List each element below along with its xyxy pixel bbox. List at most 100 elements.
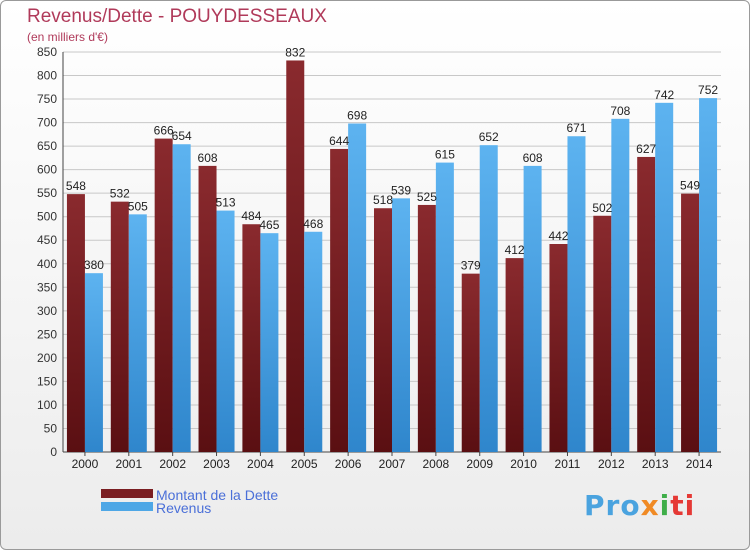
- chart-subtitle: (en milliers d'€): [27, 30, 108, 44]
- x-tick-label: 2009: [466, 457, 493, 471]
- data-label: 518: [373, 193, 393, 207]
- data-label: 548: [66, 179, 86, 193]
- data-label: 502: [592, 201, 612, 215]
- x-tick-label: 2014: [686, 457, 713, 471]
- data-label: 666: [154, 124, 174, 138]
- x-tick-label: 2006: [335, 457, 362, 471]
- legend-swatch-debt: [101, 489, 153, 498]
- data-label: 698: [347, 109, 367, 123]
- y-tick-label: 350: [37, 280, 57, 294]
- data-label: 379: [461, 259, 481, 273]
- x-tick-label: 2005: [291, 457, 318, 471]
- bar-debt: [505, 258, 524, 452]
- bar-debt: [549, 244, 568, 452]
- data-label: 442: [548, 229, 568, 243]
- y-tick-label: 50: [44, 421, 58, 435]
- y-tick-label: 250: [37, 327, 57, 341]
- y-tick-label: 600: [37, 163, 57, 177]
- bar-revenue: [435, 162, 454, 452]
- bar-debt: [374, 208, 392, 452]
- data-label: 627: [636, 142, 656, 156]
- data-label: 708: [610, 104, 630, 118]
- data-label: 671: [566, 121, 586, 135]
- bar-debt: [242, 224, 261, 452]
- data-label: 615: [435, 148, 455, 162]
- data-label: 465: [259, 218, 279, 232]
- x-tick-label: 2004: [247, 457, 274, 471]
- x-tick-label: 2003: [203, 457, 230, 471]
- logo-part-2: x: [640, 489, 660, 522]
- data-label: 652: [479, 130, 499, 144]
- data-label: 832: [285, 45, 305, 59]
- bar-debt: [154, 138, 173, 452]
- data-label: 654: [172, 129, 192, 143]
- data-label: 742: [654, 88, 674, 102]
- y-tick-label: 650: [37, 139, 57, 153]
- x-tick-label: 2001: [115, 457, 142, 471]
- bar-debt: [198, 165, 217, 452]
- bar-debt: [461, 273, 480, 452]
- proxiti-logo: Proxiti: [584, 489, 695, 522]
- y-tick-label: 300: [37, 304, 57, 318]
- y-tick-label: 400: [37, 257, 57, 271]
- bar-revenue: [84, 273, 103, 452]
- x-tick-label: 2008: [423, 457, 450, 471]
- y-tick-label: 450: [37, 233, 57, 247]
- y-tick-label: 700: [37, 116, 57, 130]
- bar-debt: [66, 194, 85, 452]
- data-label: 608: [198, 151, 218, 165]
- x-tick-label: 2013: [642, 457, 669, 471]
- y-tick-label: 150: [37, 374, 57, 388]
- data-label: 468: [303, 217, 323, 231]
- data-label: 608: [523, 151, 543, 165]
- y-tick-label: 200: [37, 351, 57, 365]
- y-tick-label: 800: [37, 69, 57, 83]
- logo-part-4: ti: [670, 489, 696, 522]
- data-label: 539: [391, 183, 411, 197]
- bar-debt: [681, 193, 700, 452]
- legend-label-debt: Montant de la Dette: [156, 487, 278, 503]
- bar-revenue: [523, 165, 542, 452]
- bar-revenue: [567, 136, 586, 452]
- x-tick-label: 2002: [159, 457, 186, 471]
- bar-debt: [417, 204, 436, 452]
- bar-debt: [286, 60, 305, 453]
- data-label: 484: [241, 209, 261, 223]
- chart-title: Revenus/Dette - POUYDESSEAUX: [27, 6, 327, 27]
- logo-part-3: i: [659, 489, 671, 522]
- y-tick-label: 100: [37, 398, 57, 412]
- bar-revenue: [655, 102, 674, 452]
- bar-revenue: [128, 214, 147, 452]
- bar-revenue: [699, 98, 718, 452]
- legend-swatch-revenue: [101, 502, 153, 511]
- x-tick-label: 2000: [72, 457, 99, 471]
- data-label: 505: [128, 199, 148, 213]
- bar-debt: [330, 148, 349, 453]
- x-tick-label: 2010: [510, 457, 537, 471]
- data-label: 525: [417, 190, 437, 204]
- bar-debt: [637, 156, 656, 453]
- data-label: 412: [505, 243, 525, 257]
- data-label: 549: [680, 179, 700, 193]
- bar-revenue: [348, 123, 367, 452]
- bar-revenue: [216, 210, 235, 452]
- logo-part-1: Pro: [584, 489, 641, 522]
- bar-revenue: [479, 145, 498, 453]
- bar-debt: [110, 201, 129, 452]
- bar-revenue: [260, 233, 279, 452]
- bar-revenue: [392, 198, 410, 452]
- y-tick-label: 0: [50, 445, 57, 459]
- bar-revenue: [304, 231, 323, 452]
- y-tick-label: 750: [37, 92, 57, 106]
- x-tick-label: 2007: [379, 457, 406, 471]
- data-label: 532: [110, 187, 130, 201]
- data-label: 380: [84, 258, 104, 272]
- x-tick-label: 2012: [598, 457, 625, 471]
- data-label: 513: [216, 196, 236, 210]
- bar-debt: [593, 215, 612, 452]
- y-tick-label: 550: [37, 186, 57, 200]
- bar-revenue: [611, 118, 630, 452]
- data-label: 752: [698, 83, 718, 97]
